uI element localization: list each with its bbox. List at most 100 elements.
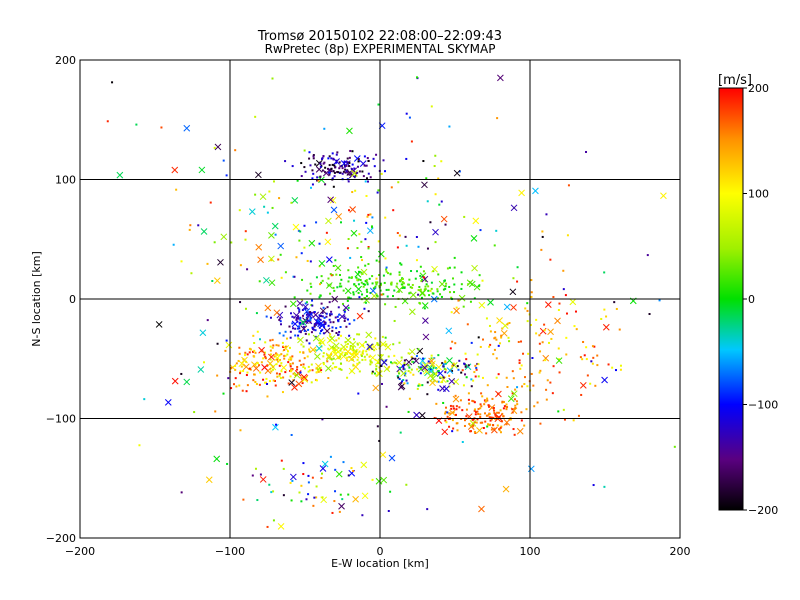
point-dot (472, 418, 475, 421)
point-dot (380, 354, 383, 357)
point-cross (500, 329, 508, 337)
point-dot (405, 157, 408, 160)
point-cross (277, 242, 285, 250)
point-dot (492, 353, 495, 356)
point-dot (452, 405, 455, 408)
point-dot (646, 254, 649, 257)
point-dot (346, 376, 349, 379)
point-dot (274, 384, 277, 387)
point-dot (475, 421, 478, 424)
point-dot (429, 368, 432, 371)
x-tick-label: −200 (65, 545, 95, 558)
point-cross (660, 192, 667, 200)
point-dot (575, 328, 578, 331)
point-dot (384, 303, 387, 306)
point-dot (500, 420, 503, 423)
point-dot (526, 302, 529, 305)
point-dot (467, 392, 470, 395)
point-dot (377, 362, 380, 365)
point-dot (272, 490, 275, 493)
point-dot (314, 323, 317, 326)
point-dot (327, 277, 330, 280)
point-dot (419, 302, 422, 305)
point-dot (607, 363, 610, 366)
point-cross (419, 357, 426, 365)
point-dot (253, 342, 256, 345)
point-dot (482, 427, 485, 430)
point-dot (307, 328, 310, 331)
point-dot (292, 327, 295, 330)
point-dot (253, 349, 256, 352)
point-dot (327, 347, 330, 350)
point-dot (486, 384, 489, 387)
point-cross (421, 275, 429, 283)
point-dot (479, 413, 482, 416)
point-dot (507, 336, 510, 339)
point-dot (533, 405, 536, 408)
point-cross (349, 206, 357, 213)
point-cross (503, 419, 511, 426)
point-dot (290, 433, 293, 436)
point-dot (488, 324, 491, 327)
point-dot (360, 354, 363, 357)
point-dot (365, 295, 368, 298)
point-dot (373, 165, 376, 168)
point-dot (339, 165, 342, 168)
point-dot (308, 342, 311, 345)
point-dot (224, 349, 227, 352)
point-dot (335, 161, 338, 164)
point-dot (384, 216, 387, 219)
point-dot (321, 279, 324, 282)
point-dot (318, 314, 321, 317)
point-cross (257, 256, 264, 264)
point-dot (596, 354, 599, 357)
point-dot (494, 413, 497, 416)
point-dot (226, 462, 229, 465)
point-dot (375, 283, 378, 286)
point-dot (311, 327, 314, 330)
point-dot (371, 275, 374, 278)
point-dot (446, 411, 449, 414)
point-dot (341, 351, 344, 354)
point-dot (343, 354, 346, 357)
point-dot (461, 441, 464, 444)
point-dot (493, 427, 496, 430)
point-dot (290, 499, 293, 502)
point-dot (538, 371, 541, 374)
point-dot (463, 419, 466, 422)
point-dot (431, 363, 434, 366)
point-cross (333, 158, 340, 165)
point-dot (328, 168, 331, 171)
point-dot (234, 364, 237, 367)
point-dot (238, 209, 241, 212)
point-dot (482, 338, 485, 341)
point-dot (455, 408, 458, 411)
point-cross (405, 358, 413, 366)
point-cross (363, 296, 370, 304)
point-dot (433, 416, 436, 419)
point-dot (270, 259, 273, 262)
point-dot (358, 333, 361, 336)
point-cross (396, 286, 403, 294)
point-cross (258, 346, 265, 354)
point-dot (351, 276, 354, 279)
point-dot (393, 354, 396, 357)
point-cross (452, 395, 460, 403)
point-dot (340, 368, 343, 371)
point-cross (360, 268, 368, 276)
point-dot (364, 358, 367, 361)
point-dot (472, 400, 475, 403)
point-dot (310, 186, 313, 189)
point-dot (446, 267, 449, 270)
point-cross (217, 258, 224, 266)
point-dot (439, 376, 442, 379)
point-dot (477, 375, 480, 378)
point-dot (291, 355, 294, 358)
point-dot (328, 173, 331, 176)
point-cross (518, 189, 525, 197)
point-dot (341, 302, 344, 305)
point-dot (284, 354, 287, 357)
point-dot (523, 424, 526, 427)
point-dot (370, 361, 373, 364)
point-dot (290, 369, 293, 372)
